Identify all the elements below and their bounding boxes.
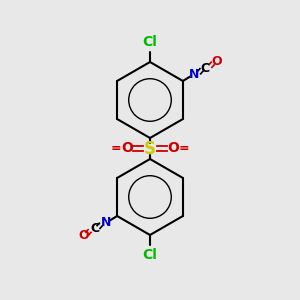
Text: C: C (90, 223, 99, 236)
Text: O: O (121, 142, 133, 155)
Text: N: N (189, 68, 200, 81)
Text: O: O (167, 142, 179, 155)
Text: S: S (144, 140, 156, 158)
Text: Cl: Cl (142, 248, 158, 262)
Text: O: O (212, 55, 222, 68)
Text: =: = (179, 142, 190, 155)
Text: Cl: Cl (142, 35, 158, 49)
Text: O: O (78, 229, 88, 242)
Text: =: = (110, 142, 121, 155)
Text: C: C (201, 61, 210, 74)
Text: N: N (100, 216, 111, 229)
